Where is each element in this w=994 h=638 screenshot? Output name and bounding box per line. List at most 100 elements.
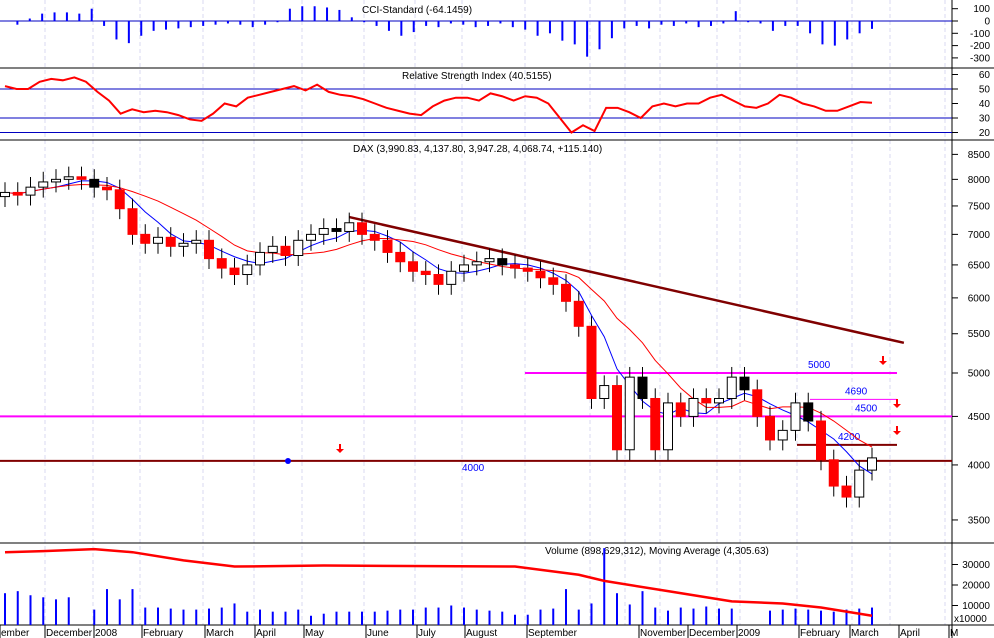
price-axis-tick-label: 7500	[968, 201, 991, 212]
candle	[331, 228, 342, 232]
down-arrow-icon	[893, 426, 901, 435]
x-axis-label: February	[800, 628, 840, 638]
down-arrow-icon	[893, 399, 901, 408]
cci-axis-tick-label: 0	[984, 17, 990, 28]
volume-axis-tick-label: 20000	[962, 581, 990, 592]
rsi-axis-tick-label: 60	[979, 70, 991, 81]
level-label-4000: 4000	[462, 463, 485, 474]
x-axis-label: July	[418, 628, 436, 638]
candle	[739, 376, 750, 391]
price-axis-tick-label: 4500	[968, 412, 991, 423]
candle	[701, 397, 712, 404]
volume-axis-tick-label: 10000	[962, 601, 990, 612]
volume-title: Volume (898,629,312), Moving Average (4,…	[545, 546, 769, 557]
x-axis-label: March	[851, 628, 879, 638]
level-label-4500: 4500	[855, 403, 878, 414]
candle	[242, 264, 253, 276]
volume-unit-label: x10000	[954, 614, 987, 625]
candle	[267, 245, 278, 253]
candle	[255, 251, 265, 266]
candle	[165, 236, 176, 247]
rsi-axis-tick-label: 20	[979, 128, 991, 139]
rsi-axis-tick-label: 40	[979, 99, 991, 110]
candle	[510, 264, 520, 269]
candle	[548, 277, 559, 285]
down-arrow-icon	[336, 444, 344, 453]
x-axis-label: April	[900, 628, 920, 638]
x-axis-label: May	[305, 628, 324, 638]
x-axis-label: August	[466, 628, 497, 638]
candle	[790, 402, 801, 431]
candle	[63, 176, 74, 180]
candle	[140, 233, 151, 244]
x-axis-label: ember	[1, 628, 30, 638]
candle	[114, 189, 125, 210]
candle	[25, 186, 36, 196]
x-axis-label: March	[206, 628, 234, 638]
price-axis-tick-label: 6000	[968, 293, 991, 304]
level-label-5000: 5000	[808, 360, 831, 371]
candle	[369, 233, 380, 241]
candle	[0, 191, 10, 198]
x-axis-label: September	[528, 628, 578, 638]
x-axis-label: April	[256, 628, 276, 638]
price-axis-tick-label: 5500	[968, 329, 991, 340]
candle	[153, 236, 163, 244]
candle	[561, 283, 571, 302]
x-axis-label: June	[367, 628, 389, 638]
candle	[38, 181, 49, 188]
x-axis-label: February	[143, 628, 183, 638]
candle	[612, 385, 622, 451]
x-axis-label: December	[46, 628, 93, 638]
price-axis-tick-label: 4000	[968, 460, 991, 471]
candle	[803, 402, 814, 422]
candle	[344, 222, 355, 232]
candle	[624, 376, 635, 451]
candle	[408, 261, 418, 272]
cci-axis-tick-label: -200	[970, 41, 990, 52]
candle	[867, 457, 877, 471]
candle	[688, 397, 699, 417]
cci-axis-tick-label: -300	[970, 53, 990, 64]
candle	[752, 389, 763, 417]
candle	[586, 325, 597, 399]
candle	[191, 239, 202, 244]
level-label-4200: 4200	[838, 432, 861, 443]
candle	[726, 376, 737, 399]
candle	[650, 397, 661, 451]
candle	[12, 191, 23, 196]
cci-axis-tick-label: 100	[973, 4, 990, 15]
candle	[446, 270, 457, 285]
candle	[318, 228, 329, 235]
candle	[675, 402, 686, 417]
candle	[765, 415, 775, 441]
annotation-marker	[285, 458, 291, 464]
cci-axis-tick-label: -100	[970, 29, 990, 40]
cci-title: CCI-Standard (-64.1459)	[362, 5, 472, 16]
candle	[535, 270, 546, 279]
candle	[229, 267, 240, 276]
candle	[484, 258, 495, 263]
candle	[854, 469, 865, 498]
price-axis-tick-label: 8000	[968, 175, 991, 186]
moving-average-10	[4, 184, 873, 448]
candle	[663, 402, 673, 451]
candle	[471, 261, 482, 266]
candle	[714, 397, 724, 404]
candle	[51, 178, 61, 183]
candle	[89, 178, 100, 188]
price-axis-tick-label: 3500	[968, 515, 991, 526]
volume-axis-tick-label: 30000	[962, 560, 990, 571]
candle	[816, 420, 826, 461]
candle	[599, 385, 610, 399]
candle	[573, 300, 584, 327]
x-axis-label: 2009	[738, 628, 761, 638]
candle	[178, 242, 189, 247]
price-axis-tick-label: 6500	[968, 260, 991, 271]
candle	[306, 233, 316, 241]
candle	[828, 459, 839, 487]
candle	[522, 267, 533, 272]
candle	[637, 376, 648, 399]
level-label-4690: 4690	[845, 386, 868, 397]
